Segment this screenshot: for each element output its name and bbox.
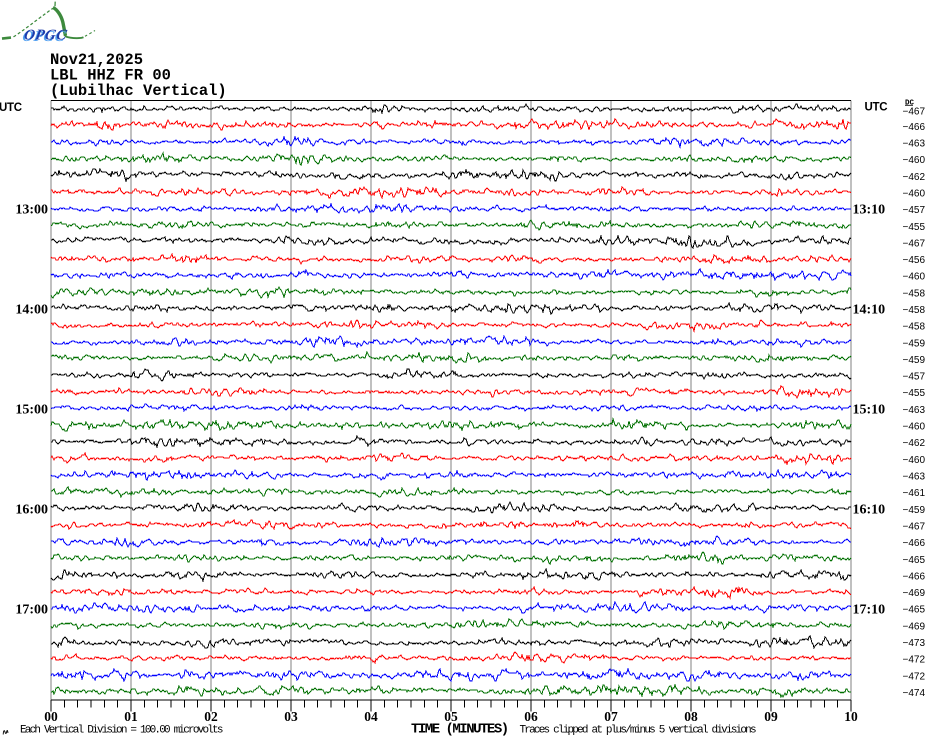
svg-text:−459: −459 <box>903 338 926 349</box>
svg-text:07: 07 <box>604 709 618 724</box>
svg-text:−466: −466 <box>903 122 926 133</box>
svg-text:−455: −455 <box>903 388 926 399</box>
svg-text:−472: −472 <box>903 671 926 682</box>
svg-text:OPGC: OPGC <box>23 27 69 43</box>
svg-text:14:10: 14:10 <box>853 303 886 318</box>
svg-text:08: 08 <box>684 709 698 724</box>
svg-text:13:00: 13:00 <box>15 203 48 218</box>
svg-text:−466: −466 <box>903 571 926 582</box>
svg-text:13:10: 13:10 <box>853 203 886 218</box>
svg-text:−472: −472 <box>903 655 926 666</box>
svg-text:16:10: 16:10 <box>853 502 886 517</box>
svg-text:−474: −474 <box>903 688 926 699</box>
svg-text:−455: −455 <box>903 222 926 233</box>
svg-text:−462: −462 <box>903 438 926 449</box>
svg-text:00: 00 <box>44 709 58 724</box>
svg-text:−460: −460 <box>903 188 926 199</box>
svg-text:15:10: 15:10 <box>853 403 886 418</box>
svg-text:−467: −467 <box>903 521 926 532</box>
svg-text:−460: −460 <box>903 155 926 166</box>
svg-text:−460: −460 <box>903 422 926 433</box>
svg-text:03: 03 <box>284 709 298 724</box>
svg-text:(Lubilhac Vertical): (Lubilhac Vertical) <box>50 82 227 100</box>
svg-text:−457: −457 <box>903 205 926 216</box>
svg-text:Traces clipped at plus/minus 5: Traces clipped at plus/minus 5 vertical … <box>520 725 756 737</box>
svg-text:−460: −460 <box>903 272 926 283</box>
svg-text:17:10: 17:10 <box>853 602 886 617</box>
svg-text:15:00: 15:00 <box>15 403 48 418</box>
svg-text:02: 02 <box>204 709 218 724</box>
svg-text:−461: −461 <box>903 488 926 499</box>
svg-text:TIME (MINUTES): TIME (MINUTES) <box>411 722 508 738</box>
svg-text:−463: −463 <box>903 472 926 483</box>
svg-text:OPGC: OPGC <box>21 29 67 45</box>
svg-text:−466: −466 <box>903 538 926 549</box>
svg-text:−459: −459 <box>903 355 926 366</box>
svg-text:−457: −457 <box>903 372 926 383</box>
svg-text:UTC: UTC <box>0 102 22 114</box>
svg-text:−465: −465 <box>903 555 926 566</box>
svg-text:−463: −463 <box>903 405 926 416</box>
svg-text:−467: −467 <box>903 106 926 117</box>
svg-text:Nov21,2025: Nov21,2025 <box>50 51 143 69</box>
svg-text:05: 05 <box>444 709 458 724</box>
svg-text:−456: −456 <box>903 255 926 266</box>
svg-text:17:00: 17:00 <box>15 602 48 617</box>
svg-text:DC: DC <box>905 100 915 108</box>
svg-text:−465: −465 <box>903 605 926 616</box>
svg-text:10: 10 <box>844 709 858 724</box>
svg-text:−469: −469 <box>903 621 926 632</box>
svg-text:−467: −467 <box>903 238 926 249</box>
svg-text:−460: −460 <box>903 455 926 466</box>
svg-text:14:00: 14:00 <box>15 303 48 318</box>
svg-text:−463: −463 <box>903 139 926 150</box>
svg-text:09: 09 <box>764 709 778 724</box>
svg-text:06: 06 <box>524 709 538 724</box>
svg-text:LBL HHZ FR 00: LBL HHZ FR 00 <box>50 67 171 85</box>
svg-text:−458: −458 <box>903 322 926 333</box>
svg-text:−469: −469 <box>903 588 926 599</box>
svg-text:−459: −459 <box>903 505 926 516</box>
svg-text:16:00: 16:00 <box>15 502 48 517</box>
svg-text:01: 01 <box>124 709 138 724</box>
svg-text:−462: −462 <box>903 172 926 183</box>
svg-text:04: 04 <box>364 709 378 724</box>
svg-text:−473: −473 <box>903 638 926 649</box>
svg-text:Each Vertical Division = 100: Each Vertical Division = 100.00 microvol… <box>20 725 223 737</box>
svg-text:UTC: UTC <box>865 102 888 114</box>
svg-text:−458: −458 <box>903 305 926 316</box>
svg-text:−458: −458 <box>903 288 926 299</box>
